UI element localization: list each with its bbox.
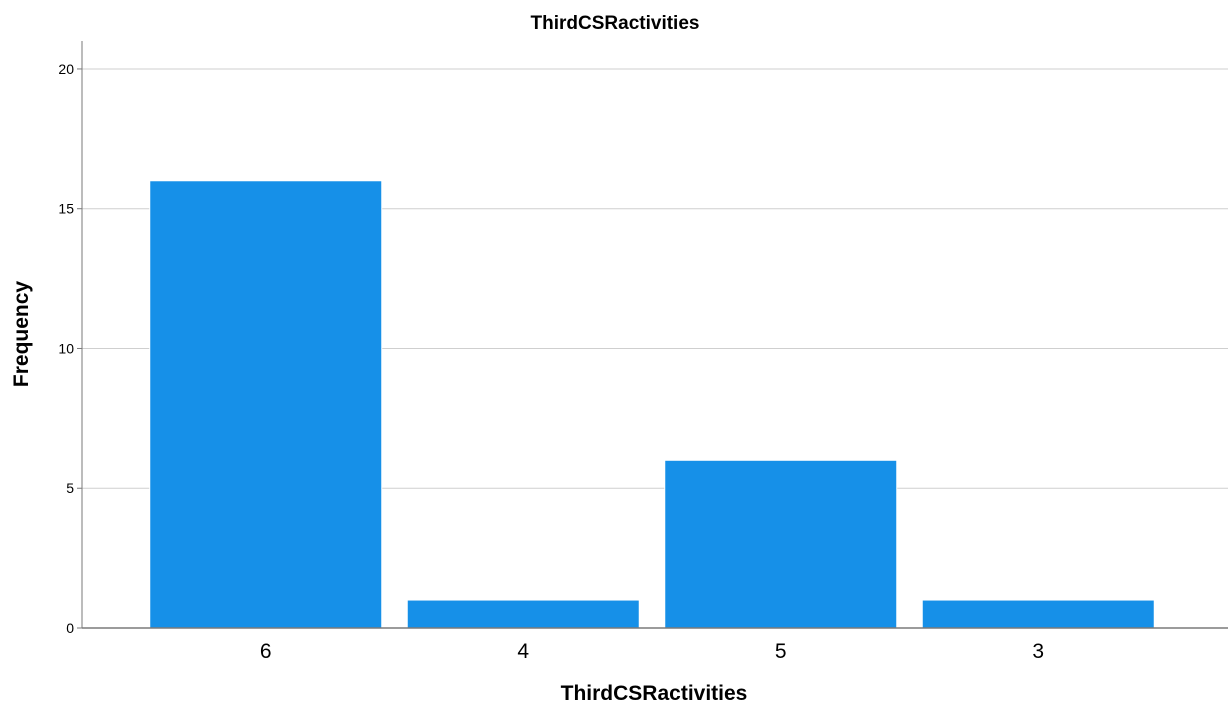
y-tick-label: 5 xyxy=(66,480,74,496)
chart-title: ThirdCSRactivities xyxy=(531,13,700,34)
bar-6 xyxy=(149,180,383,629)
x-tick-label: 3 xyxy=(1032,640,1044,663)
bar-3 xyxy=(921,599,1155,629)
x-axis-label: ThirdCSRactivities xyxy=(561,682,748,705)
bars-group xyxy=(149,180,1155,629)
y-tick-label: 0 xyxy=(66,620,74,636)
x-tick-label: 4 xyxy=(517,640,529,663)
y-tick-label: 10 xyxy=(58,340,74,356)
bar-4 xyxy=(406,599,640,629)
y-axis-ticks: 0 5 10 15 20 xyxy=(58,61,82,636)
bar-5 xyxy=(664,459,898,629)
x-axis-ticks: 6 4 5 3 xyxy=(260,640,1044,663)
x-tick-label: 6 xyxy=(260,640,272,663)
y-axis-label: Frequency xyxy=(10,281,33,388)
x-tick-label: 5 xyxy=(775,640,787,663)
y-tick-label: 20 xyxy=(58,61,74,77)
y-tick-label: 15 xyxy=(58,201,74,217)
